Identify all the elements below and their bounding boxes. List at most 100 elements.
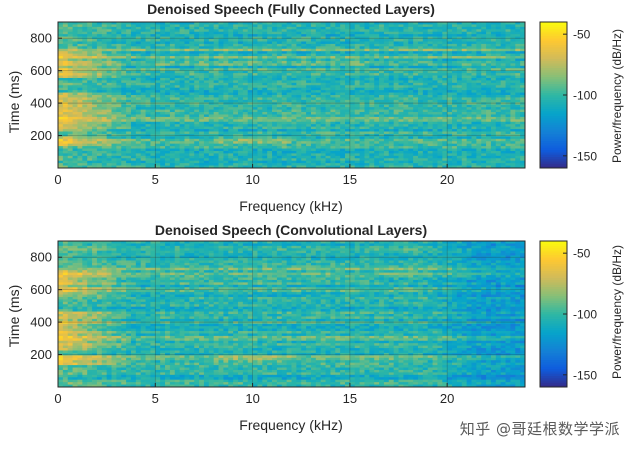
- spectrogram-cell: [87, 53, 93, 57]
- spectrogram-cell: [476, 116, 482, 120]
- spectrogram-cell: [432, 24, 438, 28]
- spectrogram-cell: [130, 75, 137, 79]
- spectrogram-cell: [520, 92, 526, 96]
- spectrogram-cell: [515, 51, 521, 55]
- spectrogram-cell: [413, 46, 419, 50]
- spectrogram-cell: [345, 97, 351, 101]
- spectrogram-cell: [194, 109, 200, 113]
- spectrogram-cell: [116, 56, 122, 59]
- spectrogram-cell: [213, 26, 219, 30]
- spectrogram-cell: [58, 119, 64, 123]
- spectrogram-cell: [92, 39, 98, 42]
- spectrogram-cell: [325, 51, 331, 55]
- spectrogram-cell: [237, 107, 244, 110]
- spectrogram-cell: [72, 39, 78, 42]
- spectrogram-cell: [447, 129, 453, 132]
- spectrogram-cell: [520, 60, 526, 64]
- spectrogram-cell: [471, 58, 477, 62]
- spectrogram-cell: [515, 56, 521, 59]
- spectrogram-cell: [310, 77, 317, 81]
- spectrogram-cell: [77, 63, 83, 67]
- spectrogram-cell: [199, 39, 205, 42]
- spectrogram-cell: [320, 119, 326, 123]
- spectrogram-cell: [490, 99, 497, 103]
- spectrogram-cell: [165, 77, 171, 81]
- spectrogram-cell: [364, 112, 370, 115]
- spectrogram-cell: [150, 119, 156, 123]
- spectrogram-cell: [281, 141, 288, 145]
- spectrogram-cell: [330, 99, 336, 103]
- spectrogram-cell: [413, 39, 419, 42]
- spectrogram-cell: [160, 92, 166, 96]
- spectrogram-cell: [320, 65, 326, 69]
- spectrogram-cell: [388, 46, 395, 50]
- spectrogram-cell: [72, 136, 78, 140]
- spectrogram-cell: [437, 22, 443, 25]
- spectrogram-cell: [505, 68, 511, 72]
- spectrogram-cell: [237, 82, 244, 86]
- spectrogram-cell: [495, 77, 502, 81]
- spectrogram-cell: [471, 56, 477, 59]
- spectrogram-cell: [359, 24, 365, 28]
- spectrogram-cell: [306, 22, 312, 25]
- spectrogram-cell: [203, 92, 210, 96]
- spectrogram-cell: [447, 29, 453, 33]
- spectrogram-cell: [320, 102, 326, 106]
- spectrogram-cell: [471, 53, 477, 57]
- spectrogram-cell: [247, 22, 253, 25]
- spectrogram-cell: [359, 92, 365, 96]
- spectrogram-cell: [490, 39, 497, 42]
- spectrogram-cell: [174, 36, 181, 40]
- spectrogram-cell: [520, 97, 526, 101]
- spectrogram-cell: [379, 109, 385, 113]
- spectrogram-cell: [179, 39, 185, 42]
- spectrogram-cell: [427, 107, 433, 110]
- spectrogram-cell: [62, 36, 69, 40]
- spectrogram-cell: [130, 70, 137, 74]
- spectrogram-cell: [432, 46, 438, 50]
- spectrogram-cell: [247, 90, 253, 93]
- spectrogram-cell: [213, 90, 219, 93]
- spectrogram-cell: [408, 114, 414, 118]
- spectrogram-cell: [379, 85, 385, 89]
- spectrogram-cell: [388, 143, 395, 147]
- spectrogram-cell: [213, 87, 219, 91]
- spectrogram-cell: [417, 119, 424, 123]
- spectrogram-cell: [62, 34, 69, 37]
- spectrogram-cell: [160, 116, 166, 120]
- spectrogram-cell: [223, 73, 229, 76]
- spectrogram-cell: [199, 102, 205, 106]
- spectrogram-cell: [301, 114, 307, 118]
- spectrogram-cell: [403, 58, 409, 62]
- spectrogram-cell: [155, 124, 161, 128]
- spectrogram-cell: [296, 43, 302, 47]
- spectrogram-cell: [310, 53, 317, 57]
- spectrogram-cell: [58, 24, 64, 28]
- spectrogram-cell: [257, 90, 263, 93]
- spectrogram-cell: [169, 53, 176, 57]
- spectrogram-cell: [461, 99, 468, 103]
- spectrogram-cell: [466, 29, 472, 33]
- spectrogram-cell: [77, 129, 83, 132]
- spectrogram-cell: [223, 77, 229, 81]
- spectrogram-cell: [174, 131, 181, 135]
- spectrogram-cell: [150, 29, 156, 33]
- spectrogram-cell: [520, 146, 526, 149]
- spectrogram-cell: [471, 85, 477, 89]
- spectrogram-cell: [466, 107, 472, 110]
- spectrogram-cell: [257, 60, 263, 64]
- spectrogram-cell: [379, 56, 385, 59]
- spectrogram-cell: [490, 112, 497, 115]
- spectrogram-cell: [471, 26, 477, 30]
- spectrogram-cell: [481, 36, 487, 40]
- spectrogram-cell: [155, 136, 161, 140]
- spectrogram-cell: [272, 51, 278, 55]
- spectrogram-cell: [291, 109, 297, 113]
- spectrogram-cell: [203, 131, 210, 135]
- spectrogram-cell: [495, 107, 502, 110]
- spectrogram-cell: [72, 65, 78, 69]
- spectrogram-cell: [388, 131, 395, 135]
- spectrogram-cell: [213, 92, 219, 96]
- spectrogram-cell: [325, 143, 331, 147]
- spectrogram-cell: [67, 43, 73, 47]
